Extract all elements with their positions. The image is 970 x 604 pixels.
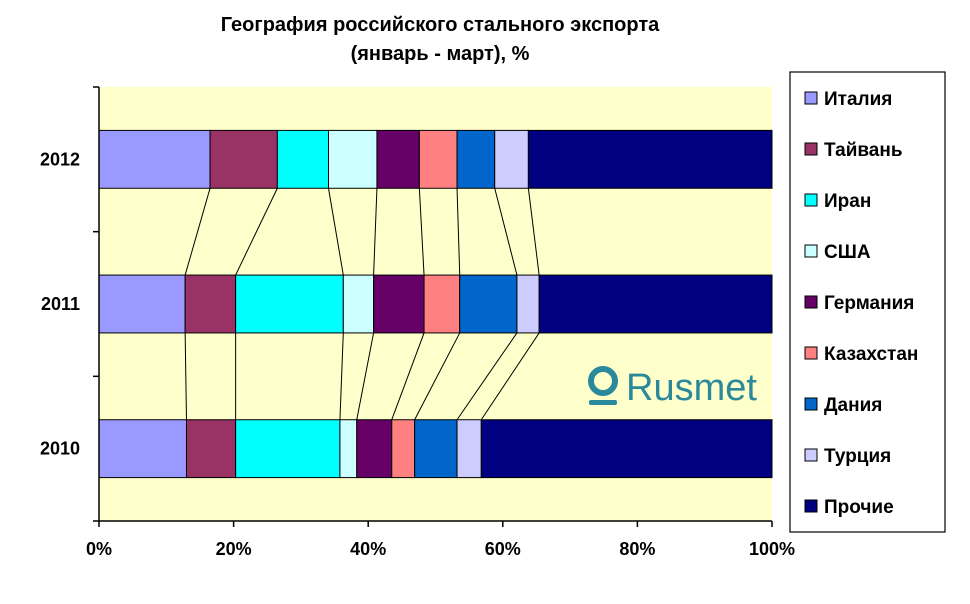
- series-line-1-4: [373, 188, 378, 276]
- x-tick-label: 0%: [86, 539, 112, 559]
- bar-2010-9: [480, 419, 773, 479]
- chart-title: География российского стального экспорта: [221, 14, 660, 36]
- legend-label-7: Дания: [824, 395, 882, 416]
- x-tick-label: 60%: [485, 539, 521, 559]
- bar-2012-3: [276, 129, 329, 189]
- legend-swatch-6: [804, 346, 818, 360]
- x-tick-label: 20%: [216, 539, 252, 559]
- legend-label-2: Тайвань: [824, 140, 903, 161]
- legend: Италия Тайвань Иран США Германия Казахстан Дан…: [804, 89, 918, 518]
- series-line-2-7: [456, 332, 518, 421]
- bar-2011-7: [459, 274, 518, 334]
- legend-label-8: Турция: [824, 446, 891, 467]
- legend-swatch-5: [804, 295, 818, 309]
- rusmet-logo-text: Rusmet: [626, 367, 757, 409]
- legend-label-9: Прочие: [824, 497, 894, 518]
- bar-2010-2: [185, 419, 237, 479]
- bar-2011-6: [423, 274, 461, 334]
- series-line-2-1: [184, 332, 187, 420]
- bar-2011-2: [184, 274, 237, 334]
- bar-2010-8: [456, 419, 482, 479]
- legend-label-6: Казахстан: [824, 344, 918, 365]
- bar-2012-5: [376, 129, 420, 189]
- x-axis-ticks: 0% 20% 40% 60% 80% 100%: [86, 521, 795, 559]
- series-line-1-3: [328, 188, 344, 276]
- series-line-1-5: [418, 188, 425, 276]
- bar-2012-9: [527, 129, 773, 189]
- series-line-2-8: [480, 332, 540, 421]
- legend-label-5: Германия: [824, 293, 914, 314]
- bar-2011-9: [538, 274, 773, 334]
- bar-2011-3: [235, 274, 344, 334]
- y-tick-label-2011: 2011: [41, 294, 80, 314]
- bar-2012-7: [456, 129, 496, 189]
- bar-2011-5: [373, 274, 425, 334]
- legend-swatch-9: [804, 499, 818, 513]
- series-line-1-8: [527, 188, 540, 276]
- bars: [98, 129, 773, 479]
- series-lines: [184, 188, 540, 421]
- y-tick-label-2012: 2012: [40, 149, 80, 169]
- axes: [98, 87, 772, 522]
- legend-swatch-3: [804, 193, 818, 207]
- series-line-2-4: [356, 332, 375, 420]
- series-line-2-3: [339, 332, 344, 420]
- rusmet-logo-mark-icon: [588, 366, 618, 405]
- series-line-1-2: [235, 188, 278, 276]
- bar-2010-7: [414, 419, 458, 479]
- bar-2010-5: [356, 419, 393, 479]
- legend-label-1: Италия: [824, 89, 892, 110]
- bar-2012-1: [98, 129, 211, 189]
- legend-swatch-2: [804, 142, 818, 156]
- series-line-2-5: [391, 332, 425, 420]
- bar-2011-1: [98, 274, 186, 334]
- chart-subtitle: (январь - март), %: [351, 43, 530, 65]
- series-line-2-6: [414, 332, 461, 420]
- bar-2010-1: [98, 419, 187, 479]
- legend-label-4: США: [824, 242, 871, 263]
- legend-label-3: Иран: [824, 191, 871, 212]
- legend-swatch-1: [804, 91, 818, 105]
- legend-swatch-8: [804, 448, 818, 462]
- x-tick-label: 40%: [350, 539, 386, 559]
- bar-2010-3: [235, 419, 341, 479]
- bar-2012-6: [418, 129, 458, 189]
- legend-swatch-4: [804, 244, 818, 258]
- legend-swatch-7: [804, 397, 818, 411]
- bar-2012-4: [327, 129, 378, 189]
- bar-2012-2: [209, 129, 278, 189]
- y-tick-label-2010: 2010: [40, 439, 80, 459]
- series-line-1-1: [184, 188, 211, 276]
- y-axis-ticks: 2012 2011 2010: [40, 86, 99, 522]
- bar-2010-6: [391, 419, 416, 479]
- bar-2012-8: [494, 129, 529, 189]
- series-line-1-7: [494, 188, 518, 276]
- bar-2010-4: [339, 419, 358, 479]
- series-line-1-6: [456, 188, 461, 276]
- bar-2011-8: [516, 274, 540, 334]
- rusmet-logo: Rusmet: [588, 366, 757, 409]
- bar-2011-4: [342, 274, 375, 334]
- x-tick-label: 80%: [619, 539, 655, 559]
- x-tick-label: 100%: [749, 539, 795, 559]
